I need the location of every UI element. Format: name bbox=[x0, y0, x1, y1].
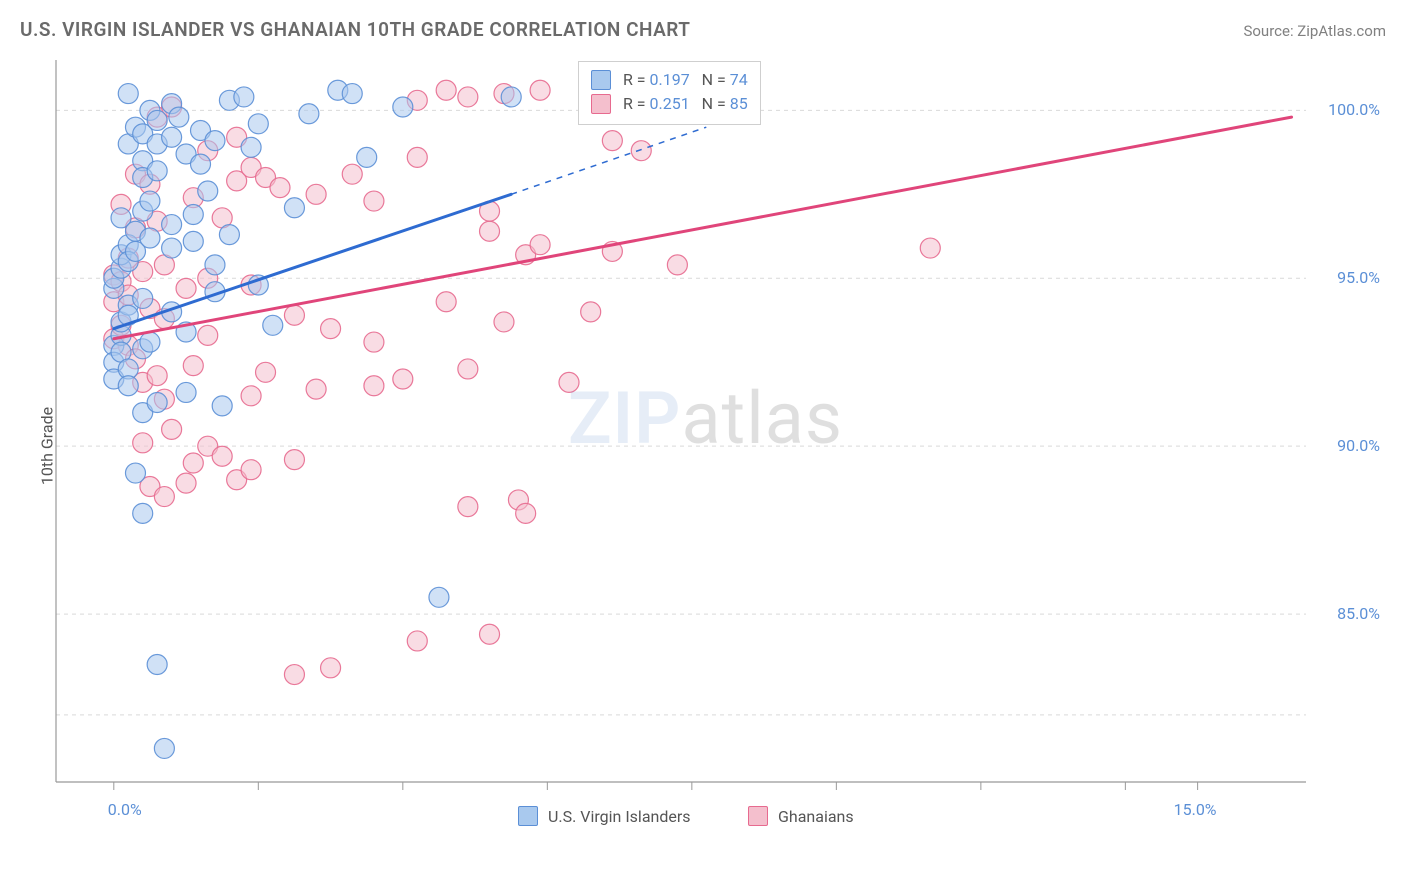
legend-usvi: U.S. Virgin Islanders bbox=[518, 806, 691, 826]
chart-plot: ZIPatlas R = 0.197 N = 74 R = 0.251 N = … bbox=[48, 56, 1386, 824]
stats-legend-text: R = 0.251 N = 85 bbox=[619, 92, 748, 116]
stats-legend-row: R = 0.197 N = 74 bbox=[591, 68, 748, 92]
legend-gh-label: Ghanaians bbox=[778, 807, 854, 826]
x-tick-label: 15.0% bbox=[1174, 800, 1217, 819]
watermark: ZIPatlas bbox=[568, 376, 843, 461]
source-label: Source: ZipAtlas.com bbox=[1243, 22, 1386, 40]
legend-gh: Ghanaians bbox=[748, 806, 854, 826]
stats-legend: R = 0.197 N = 74 R = 0.251 N = 85 bbox=[578, 61, 761, 125]
swatch-icon bbox=[591, 94, 611, 114]
x-tick-label: 0.0% bbox=[108, 800, 142, 819]
y-tick-label: 90.0% bbox=[1337, 436, 1380, 455]
y-tick-label: 100.0% bbox=[1328, 100, 1380, 119]
y-tick-label: 85.0% bbox=[1337, 604, 1380, 623]
y-tick-label: 95.0% bbox=[1337, 268, 1380, 287]
chart-title: U.S. VIRGIN ISLANDER VS GHANAIAN 10TH GR… bbox=[20, 18, 690, 41]
swatch-gh bbox=[748, 806, 768, 826]
swatch-usvi bbox=[518, 806, 538, 826]
legend-usvi-label: U.S. Virgin Islanders bbox=[548, 807, 691, 826]
swatch-icon bbox=[591, 70, 611, 90]
stats-legend-text: R = 0.197 N = 74 bbox=[619, 68, 748, 92]
stats-legend-row: R = 0.251 N = 85 bbox=[591, 92, 748, 116]
